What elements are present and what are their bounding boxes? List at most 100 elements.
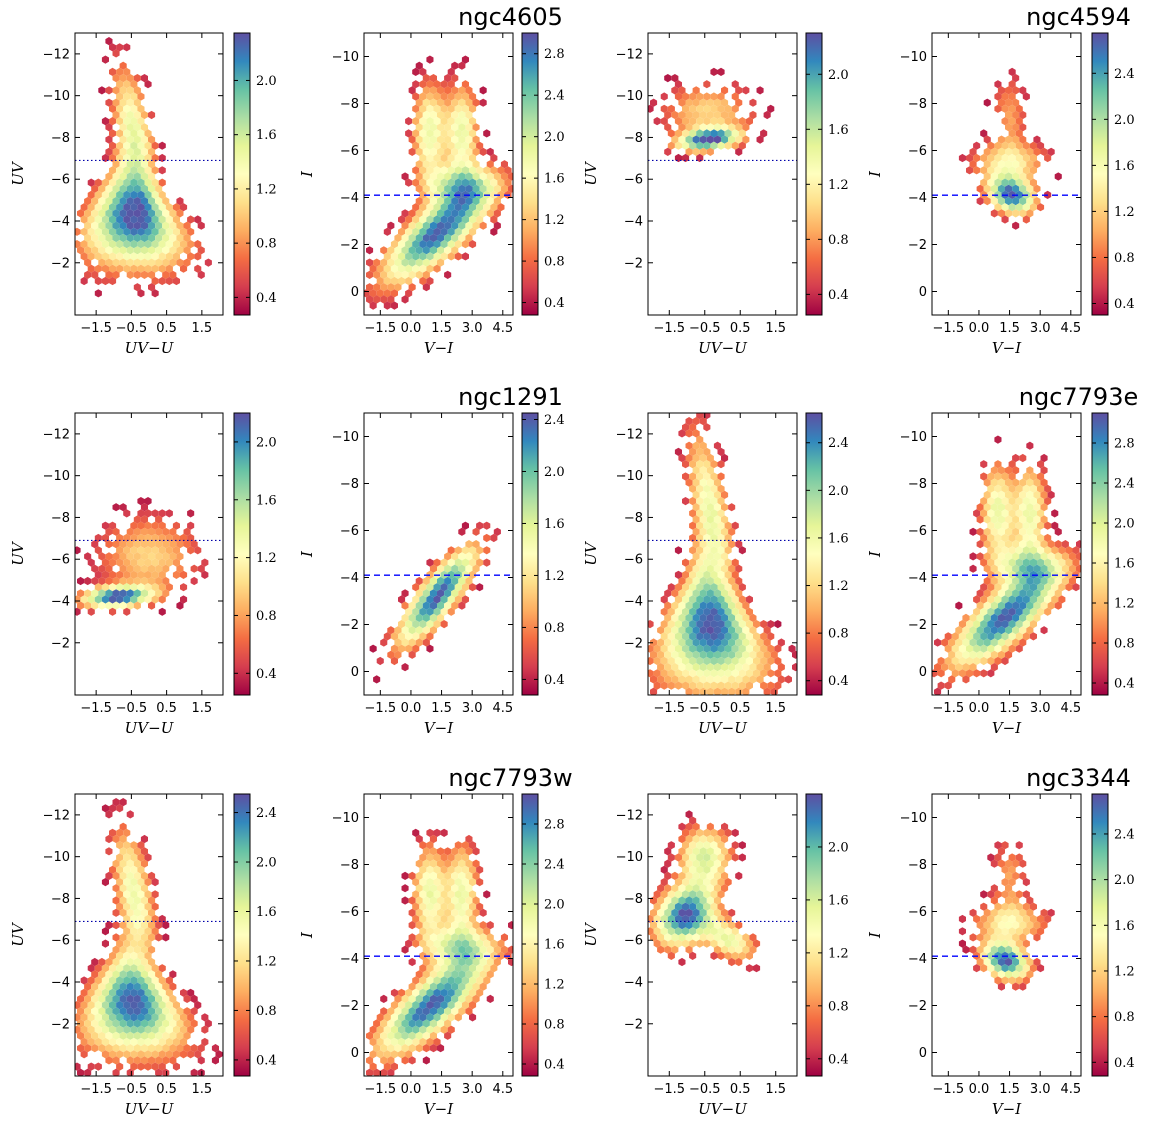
hex-cell [137, 890, 145, 899]
hex-cell [133, 921, 141, 930]
hex-cell [980, 509, 988, 518]
hex-cell [682, 558, 690, 567]
hex-cell [650, 98, 658, 107]
hex-cell [101, 939, 109, 948]
x-tick-label: 3.0 [1030, 1082, 1051, 1097]
y-tick-label: −12 [616, 427, 643, 442]
hex-cell [451, 847, 459, 856]
hex-cell [717, 129, 725, 138]
hex-cell [461, 80, 469, 89]
hex-cell [1040, 515, 1048, 524]
hex-cell [165, 203, 173, 212]
hex-cell [1012, 160, 1020, 169]
hex-cell [112, 172, 120, 181]
hex-cell [692, 135, 700, 144]
hex-cell [126, 1031, 134, 1040]
hex-cell [703, 632, 711, 641]
x-tick-label: 0.5 [730, 321, 751, 336]
hex-cell [703, 472, 711, 481]
hex-cell [101, 988, 109, 997]
hex-cell [994, 460, 1002, 469]
hex-cell [419, 240, 427, 249]
hex-cell [465, 184, 473, 193]
hex-cell [119, 258, 127, 267]
hex-cell [133, 957, 141, 967]
hex-cell [158, 964, 166, 973]
hex-cell [133, 994, 141, 1003]
hex-cell [671, 871, 679, 880]
hex-cell [1015, 166, 1023, 175]
hex-cell [713, 589, 721, 598]
hex-cell [660, 914, 668, 924]
hex-cell [1054, 527, 1062, 536]
hex-cell [165, 976, 173, 985]
x-tick-label: −1.5 [653, 1082, 685, 1097]
hex-cell [1015, 570, 1023, 579]
hex-cell [451, 209, 459, 218]
hex-cell [422, 601, 430, 610]
hex-cell [685, 135, 693, 144]
hex-cell [713, 626, 721, 635]
hex-cell [994, 595, 1002, 604]
hex-cell [444, 847, 452, 856]
hex-cell [461, 878, 469, 887]
hex-cell [756, 638, 764, 647]
hex-cell [151, 914, 159, 924]
hex-cell [1008, 117, 1016, 126]
hex-cell [990, 884, 998, 893]
hex-cell [412, 878, 420, 887]
hex-cell [710, 681, 718, 690]
hex-cell [685, 933, 693, 942]
hex-cell [1026, 921, 1034, 930]
hex-cell [731, 521, 739, 530]
hex-cell [155, 197, 163, 206]
y-axis-label: UV [9, 160, 27, 186]
hex-cell [144, 558, 152, 567]
hex-cell [422, 98, 430, 107]
hex-cell [976, 957, 984, 967]
hex-cell [169, 258, 177, 267]
hex-cell [437, 847, 445, 856]
hex-cell [1012, 552, 1020, 561]
y-tick-label: 0 [919, 665, 927, 680]
x-tick-label: −1.5 [653, 701, 685, 716]
hex-cell [692, 110, 700, 120]
hex-cell [703, 570, 711, 579]
hex-cell [422, 1056, 430, 1065]
hex-cell [447, 583, 455, 592]
hex-cell [1026, 527, 1034, 536]
hex-cell [1008, 546, 1016, 555]
hex-cell [433, 141, 441, 150]
hex-cell [469, 878, 477, 887]
hex-cell [440, 1001, 448, 1010]
hex-cell [426, 865, 434, 874]
hex-cell [158, 1062, 166, 1071]
hex-cell [454, 92, 462, 101]
hex-cell [380, 1007, 388, 1016]
hex-cell [433, 583, 441, 592]
hex-cell [1005, 921, 1013, 930]
hex-cell [187, 509, 195, 518]
hex-cell [728, 921, 736, 930]
hex-cell [109, 141, 117, 150]
hex-cell [1065, 583, 1073, 592]
hex-cell [710, 472, 718, 481]
hex-cell [112, 896, 120, 905]
hex-cell [1026, 552, 1034, 561]
hex-cell [678, 675, 686, 684]
hex-cell [151, 1013, 159, 1022]
hex-cell [380, 1019, 388, 1028]
hex-cell [398, 1001, 406, 1010]
hex-cell [1037, 583, 1045, 592]
hex-cell [429, 871, 437, 880]
hex-cell [415, 933, 423, 942]
hex-cell [731, 632, 739, 641]
hex-cell [1026, 896, 1034, 905]
hex-cell [667, 141, 675, 150]
hex-cell [958, 939, 966, 948]
hex-cell [458, 209, 466, 218]
hex-cell [703, 644, 711, 653]
x-tick-label: −1.5 [365, 1082, 397, 1097]
hex-cell [140, 1031, 148, 1040]
hex-cell [667, 620, 675, 629]
